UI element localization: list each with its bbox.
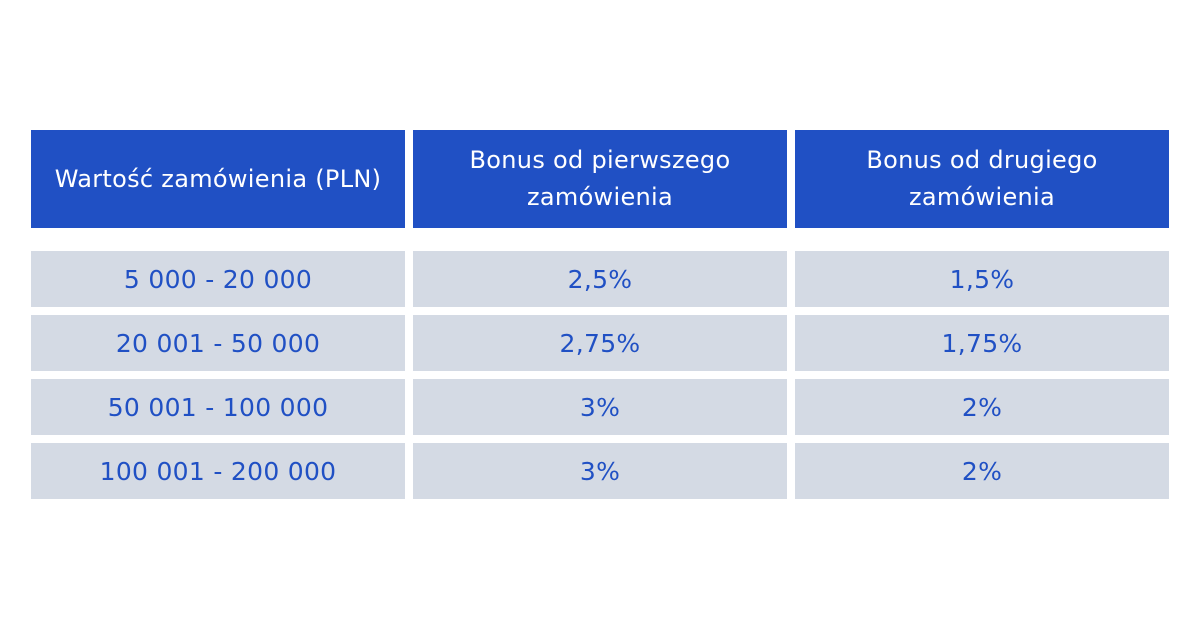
header-first-order-bonus: Bonus od pierwszego zamówienia	[413, 130, 787, 228]
cell-first-order-bonus: 3%	[413, 379, 787, 435]
cell-order-value: 5 000 - 20 000	[31, 251, 405, 307]
cell-order-value: 50 001 - 100 000	[31, 379, 405, 435]
cell-first-order-bonus: 2,75%	[413, 315, 787, 371]
header-second-order-bonus: Bonus od drugiego zamówienia	[795, 130, 1169, 228]
cell-second-order-bonus: 1,5%	[795, 251, 1169, 307]
cell-first-order-bonus: 3%	[413, 443, 787, 499]
cell-second-order-bonus: 2%	[795, 443, 1169, 499]
cell-order-value: 100 001 - 200 000	[31, 443, 405, 499]
cell-order-value: 20 001 - 50 000	[31, 315, 405, 371]
header-order-value: Wartość zamówienia (PLN)	[31, 130, 405, 228]
cell-second-order-bonus: 2%	[795, 379, 1169, 435]
cell-second-order-bonus: 1,75%	[795, 315, 1169, 371]
cell-first-order-bonus: 2,5%	[413, 251, 787, 307]
